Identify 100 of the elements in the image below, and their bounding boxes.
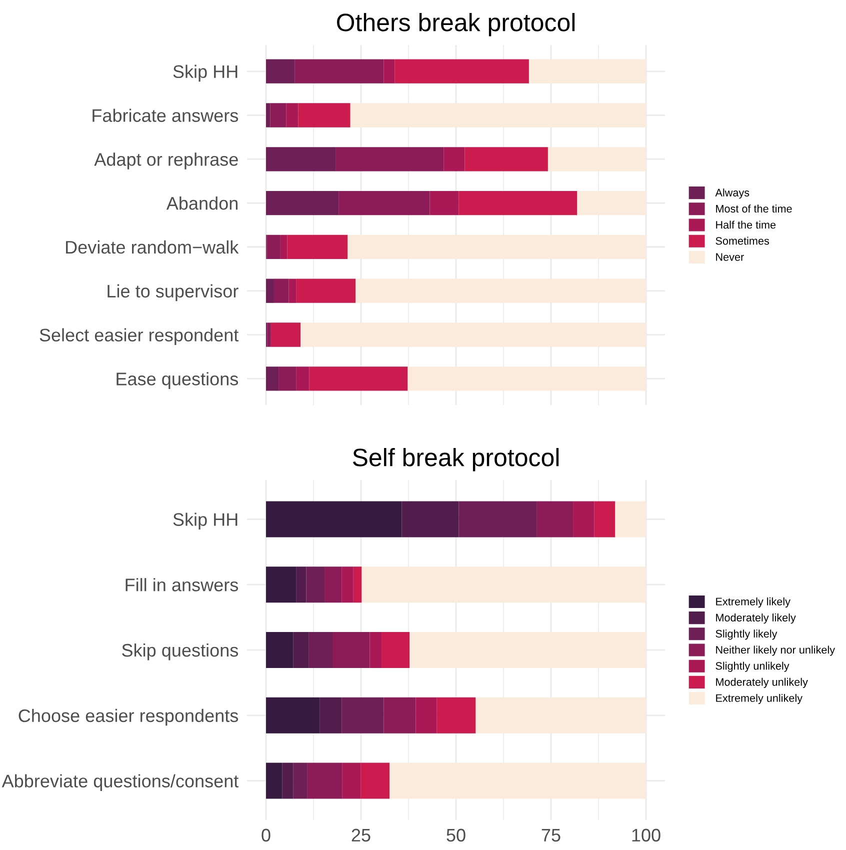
bar: [444, 147, 465, 172]
y-tick-label: Abbreviate questions/consent: [2, 774, 239, 792]
bar: [294, 59, 384, 84]
legend-label: Extremely likely: [716, 597, 790, 608]
bar: [342, 762, 361, 799]
bar: [266, 697, 320, 734]
y-tick-label: Fabricate answers: [92, 108, 238, 122]
bar: [282, 762, 294, 799]
bar: [266, 59, 295, 84]
legend-label: Half the time: [716, 220, 776, 229]
bar: [577, 190, 646, 216]
bar: [267, 322, 271, 347]
bar: [394, 59, 529, 84]
bar: [410, 632, 646, 668]
bar: [280, 234, 288, 260]
bar: [266, 278, 274, 303]
bar: [286, 103, 298, 128]
bar: [476, 697, 646, 734]
bar: [309, 366, 408, 391]
x-tick-label: 25: [352, 828, 370, 842]
bar: [528, 59, 646, 84]
bar: [266, 190, 339, 216]
x-tick-label: 100: [632, 828, 660, 842]
bar: [573, 501, 594, 538]
bar: [430, 190, 459, 216]
bar: [293, 632, 309, 668]
bar: [402, 501, 459, 538]
bar: [296, 278, 356, 303]
bar: [266, 566, 296, 603]
legend-label: Slightly unlikely: [716, 662, 790, 672]
legend-label: Most of the time: [716, 204, 792, 213]
bar: [266, 762, 282, 799]
bar: [390, 762, 646, 799]
bar: [324, 566, 342, 603]
bar: [266, 234, 280, 260]
bar: [594, 501, 616, 538]
bar: [266, 366, 279, 391]
bar: [384, 59, 395, 84]
bar: [300, 322, 646, 347]
bar: [293, 762, 308, 799]
bar: [270, 322, 301, 347]
legend-label: Moderately likely: [716, 614, 796, 624]
bar: [458, 190, 578, 216]
bar: [306, 566, 325, 603]
y-tick-label: Deviate random−walk: [66, 240, 239, 254]
bar: [288, 278, 296, 303]
bar: [342, 566, 354, 603]
bar: [266, 147, 336, 172]
bar: [360, 762, 390, 799]
bar: [342, 697, 384, 734]
bar: [350, 103, 646, 128]
bar: [320, 697, 342, 734]
legend-label: Moderately unlikely: [716, 678, 808, 688]
bar: [458, 501, 537, 538]
bar: [353, 566, 362, 603]
bar: [464, 147, 548, 172]
legend-label: Never: [716, 253, 744, 261]
bar: [356, 278, 646, 303]
legend-label: Extremely unlikely: [716, 694, 803, 704]
legend-label: Neither likely nor unlikely: [716, 646, 836, 656]
bar: [278, 366, 296, 391]
y-tick-label: Skip questions: [122, 643, 238, 660]
y-tick-label: Ease questions: [116, 372, 238, 389]
legend-label: Sometimes: [716, 236, 770, 245]
legend-label: Always: [715, 188, 750, 199]
bar: [287, 234, 348, 260]
bar: [408, 366, 646, 391]
y-tick-label: Choose easier respondents: [18, 708, 238, 726]
bar: [436, 697, 476, 734]
x-tick-label: 0: [262, 828, 270, 842]
bar: [296, 366, 310, 391]
bar: [274, 278, 289, 303]
chart-title: Self break protocol: [352, 448, 559, 472]
bar: [332, 632, 370, 668]
y-tick-label: Skip HH: [173, 64, 238, 82]
y-tick-label: Lie to supervisor: [108, 284, 238, 302]
bar: [384, 697, 416, 734]
bar: [338, 190, 430, 216]
bar: [362, 566, 646, 603]
bar: [308, 632, 332, 668]
x-tick-label: 75: [542, 828, 560, 842]
legend-label: Slightly likely: [716, 630, 778, 640]
bar: [416, 697, 437, 734]
bar: [336, 147, 444, 172]
chart-title: Others break protocol: [336, 12, 575, 36]
bar: [382, 632, 410, 668]
y-tick-label: Fill in answers: [126, 578, 238, 592]
bar: [266, 501, 402, 538]
bar: [548, 147, 646, 172]
y-tick-label: Abandon: [166, 196, 238, 210]
y-tick-label: Skip HH: [173, 512, 238, 530]
bar: [266, 632, 294, 668]
bar: [298, 103, 350, 128]
bar: [615, 501, 646, 538]
bar: [536, 501, 574, 538]
bar: [370, 632, 382, 668]
y-tick-label: Adapt or rephrase: [94, 152, 238, 170]
bar: [270, 103, 286, 128]
bar: [348, 234, 646, 260]
bar: [296, 566, 306, 603]
